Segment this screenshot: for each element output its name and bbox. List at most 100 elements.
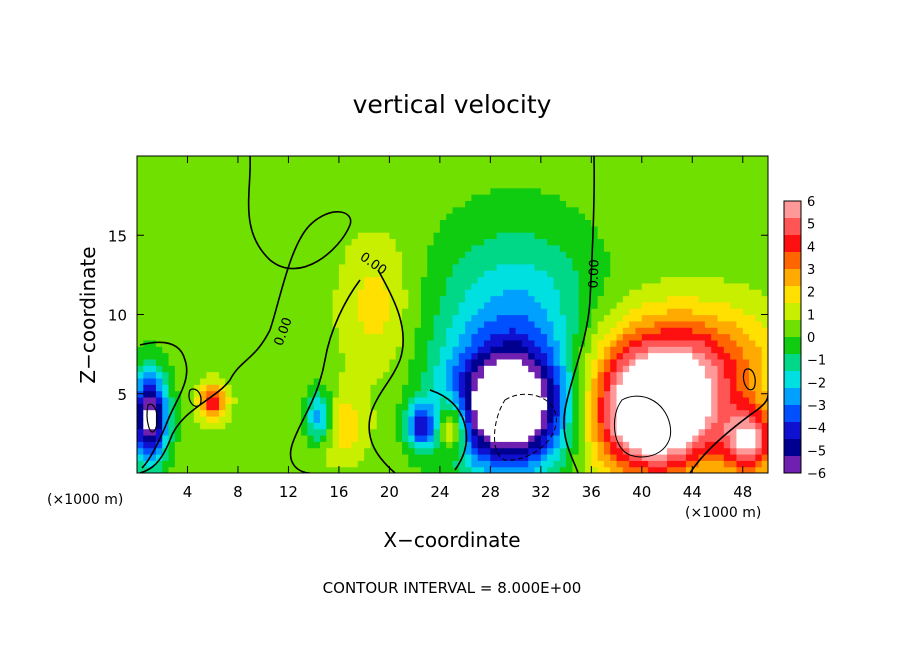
heatmap-cell bbox=[477, 352, 485, 360]
heatmap-cell bbox=[282, 434, 290, 442]
heatmap-cell bbox=[408, 301, 416, 309]
heatmap-cell bbox=[616, 289, 624, 297]
heatmap-cell bbox=[294, 396, 302, 404]
heatmap-cell bbox=[603, 289, 611, 297]
heatmap-cell bbox=[490, 270, 498, 278]
heatmap-cell bbox=[263, 403, 271, 411]
heatmap-cell bbox=[496, 295, 504, 303]
heatmap-cell bbox=[225, 219, 233, 227]
heatmap-cell bbox=[679, 314, 687, 322]
heatmap-cell bbox=[174, 295, 182, 303]
heatmap-cell bbox=[149, 194, 157, 201]
heatmap-cell bbox=[383, 447, 390, 455]
heatmap-cell bbox=[528, 346, 536, 354]
heatmap-cell bbox=[420, 333, 428, 341]
heatmap-cell bbox=[383, 320, 390, 328]
heatmap-cell bbox=[181, 175, 189, 182]
heatmap-cell bbox=[338, 232, 346, 240]
heatmap-cell bbox=[458, 257, 466, 265]
heatmap-cell bbox=[244, 282, 252, 290]
heatmap-cell bbox=[389, 244, 397, 252]
heatmap-cell bbox=[263, 187, 271, 195]
heatmap-cell bbox=[641, 156, 649, 163]
heatmap-cell bbox=[704, 168, 712, 176]
heatmap-cell bbox=[256, 175, 264, 182]
heatmap-cell bbox=[736, 384, 744, 392]
heatmap-cell bbox=[534, 365, 542, 373]
heatmap-cell bbox=[635, 194, 643, 201]
heatmap-cell bbox=[212, 358, 220, 366]
heatmap-cell bbox=[351, 365, 359, 373]
heatmap-cell bbox=[137, 187, 144, 195]
heatmap-cell bbox=[427, 428, 435, 436]
heatmap-cell bbox=[370, 238, 378, 246]
heatmap-cell bbox=[452, 200, 460, 208]
heatmap-cell bbox=[509, 168, 517, 176]
heatmap-cell bbox=[231, 346, 239, 354]
heatmap-cell bbox=[547, 403, 555, 411]
heatmap-cell bbox=[673, 333, 681, 341]
heatmap-cell bbox=[553, 384, 561, 392]
heatmap-cell bbox=[338, 156, 346, 163]
heatmap-cell bbox=[225, 365, 233, 373]
heatmap-cell bbox=[692, 295, 700, 303]
heatmap-cell bbox=[326, 244, 334, 252]
heatmap-cell bbox=[660, 244, 668, 252]
heatmap-cell bbox=[370, 308, 378, 316]
heatmap-cell bbox=[357, 390, 365, 398]
heatmap-cell bbox=[395, 213, 403, 220]
heatmap-cell bbox=[566, 333, 573, 341]
heatmap-cell bbox=[572, 434, 580, 442]
heatmap-cell bbox=[288, 295, 296, 303]
heatmap-cell bbox=[648, 257, 656, 265]
heatmap-cell bbox=[698, 460, 706, 468]
heatmap-cell bbox=[212, 396, 220, 404]
heatmap-cell bbox=[679, 409, 687, 417]
heatmap-cell bbox=[490, 466, 498, 473]
heatmap-cell bbox=[667, 396, 674, 404]
heatmap-cell bbox=[168, 441, 176, 449]
heatmap-cell bbox=[433, 409, 441, 417]
heatmap-cell bbox=[496, 206, 504, 214]
heatmap-cell bbox=[704, 358, 712, 366]
heatmap-cell bbox=[761, 270, 768, 278]
heatmap-cell bbox=[143, 232, 151, 240]
heatmap-cell bbox=[206, 320, 214, 328]
heatmap-cell bbox=[755, 263, 763, 271]
heatmap-cell bbox=[635, 339, 643, 347]
heatmap-cell bbox=[559, 187, 567, 195]
heatmap-cell bbox=[685, 156, 693, 163]
heatmap-cell bbox=[414, 244, 422, 252]
heatmap-cell bbox=[187, 358, 195, 366]
heatmap-cell bbox=[660, 453, 668, 461]
heatmap-cell bbox=[155, 466, 163, 473]
heatmap-cell bbox=[521, 377, 529, 385]
heatmap-cell bbox=[433, 352, 441, 360]
heatmap-cell bbox=[484, 403, 491, 411]
heatmap-cell bbox=[547, 238, 555, 246]
heatmap-cell bbox=[641, 365, 649, 373]
heatmap-cell bbox=[723, 308, 731, 316]
heatmap-cell bbox=[761, 339, 768, 347]
heatmap-cell bbox=[465, 403, 473, 411]
heatmap-cell bbox=[427, 371, 435, 379]
heatmap-cell bbox=[383, 327, 390, 335]
heatmap-cell bbox=[282, 156, 290, 163]
heatmap-cell bbox=[711, 447, 719, 455]
heatmap-cell bbox=[730, 327, 738, 335]
heatmap-cell bbox=[603, 390, 611, 398]
heatmap-cell bbox=[597, 409, 605, 417]
heatmap-cell bbox=[711, 358, 719, 366]
heatmap-cell bbox=[282, 320, 290, 328]
heatmap-cell bbox=[502, 232, 510, 240]
heatmap-cell bbox=[307, 466, 315, 473]
heatmap-cell bbox=[761, 377, 768, 385]
heatmap-cell bbox=[673, 377, 681, 385]
heatmap-cell bbox=[288, 244, 296, 252]
heatmap-cell bbox=[547, 422, 555, 430]
heatmap-cell bbox=[269, 257, 277, 265]
heatmap-cell bbox=[509, 314, 517, 322]
heatmap-cell bbox=[616, 238, 624, 246]
heatmap-cell bbox=[458, 327, 466, 335]
heatmap-cell bbox=[250, 409, 258, 417]
